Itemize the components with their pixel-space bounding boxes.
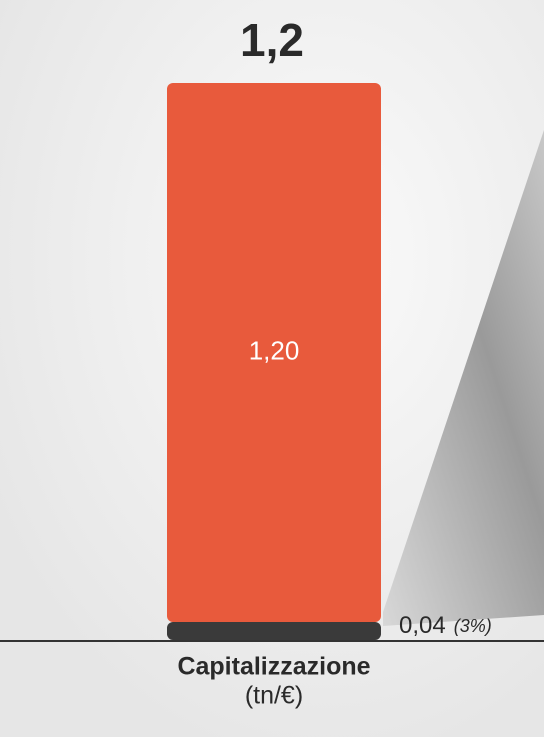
share-label: (3%) [454, 616, 492, 636]
bar-segment [167, 622, 381, 640]
zoom-fan [383, 130, 544, 626]
chart-title: 1,2 [240, 14, 304, 66]
value-label: 1,20 [249, 335, 300, 365]
value-label: 0,04 (3%) [399, 612, 492, 639]
category-label: Capitalizzazione [177, 653, 370, 681]
unit-label: (tn/€) [245, 682, 303, 710]
bar-segment [167, 83, 381, 623]
value-label-text: 0,04 [399, 612, 446, 639]
